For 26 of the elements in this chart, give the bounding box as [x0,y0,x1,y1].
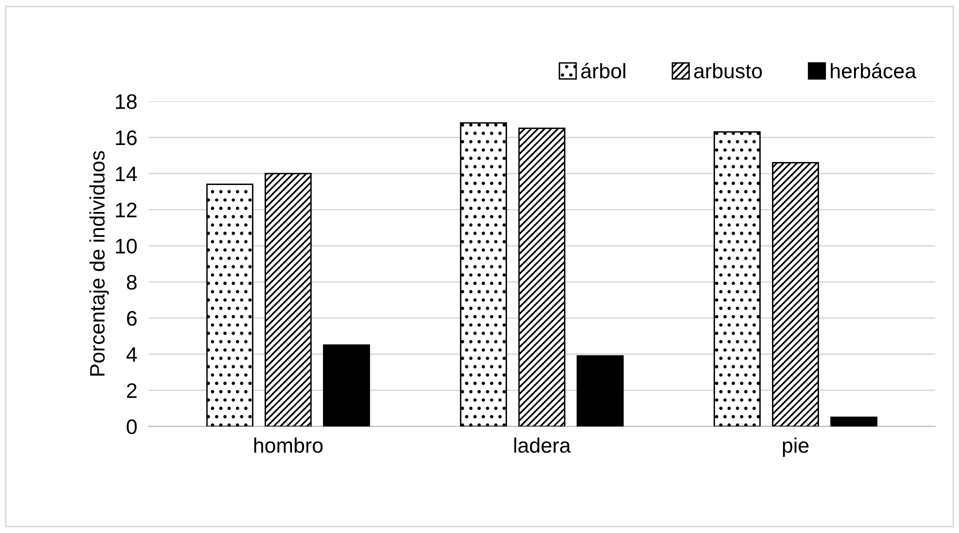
bar [714,131,761,426]
legend-label: herbácea [830,62,916,78]
bar [460,122,508,426]
y-tick-label: 4 [126,347,137,362]
bar [322,344,370,426]
bar [830,416,878,426]
legend-label: arbusto [694,63,762,78]
legend-label: árbol [581,62,626,78]
y-tick-label: 6 [127,311,137,326]
y-tick-label: 12 [116,202,136,218]
bar [264,172,312,426]
bar [772,162,820,426]
y-tick-label: 2 [126,383,136,398]
y-tick-label: 0 [126,419,137,434]
bar [576,355,624,426]
y-tick-label: 10 [116,238,137,254]
y-tick-label: 8 [126,274,137,290]
x-tick-label: ladera [514,438,571,453]
y-tick-label: 18 [116,94,137,110]
x-tick-label: pie [782,438,808,457]
x-tick-label: hombro [254,438,323,453]
bar [206,184,254,426]
y-axis-title: Porcentaje de individuos [89,151,109,376]
y-tick-label: 14 [116,166,137,182]
y-tick-label: 16 [116,130,137,146]
bar [518,128,566,426]
